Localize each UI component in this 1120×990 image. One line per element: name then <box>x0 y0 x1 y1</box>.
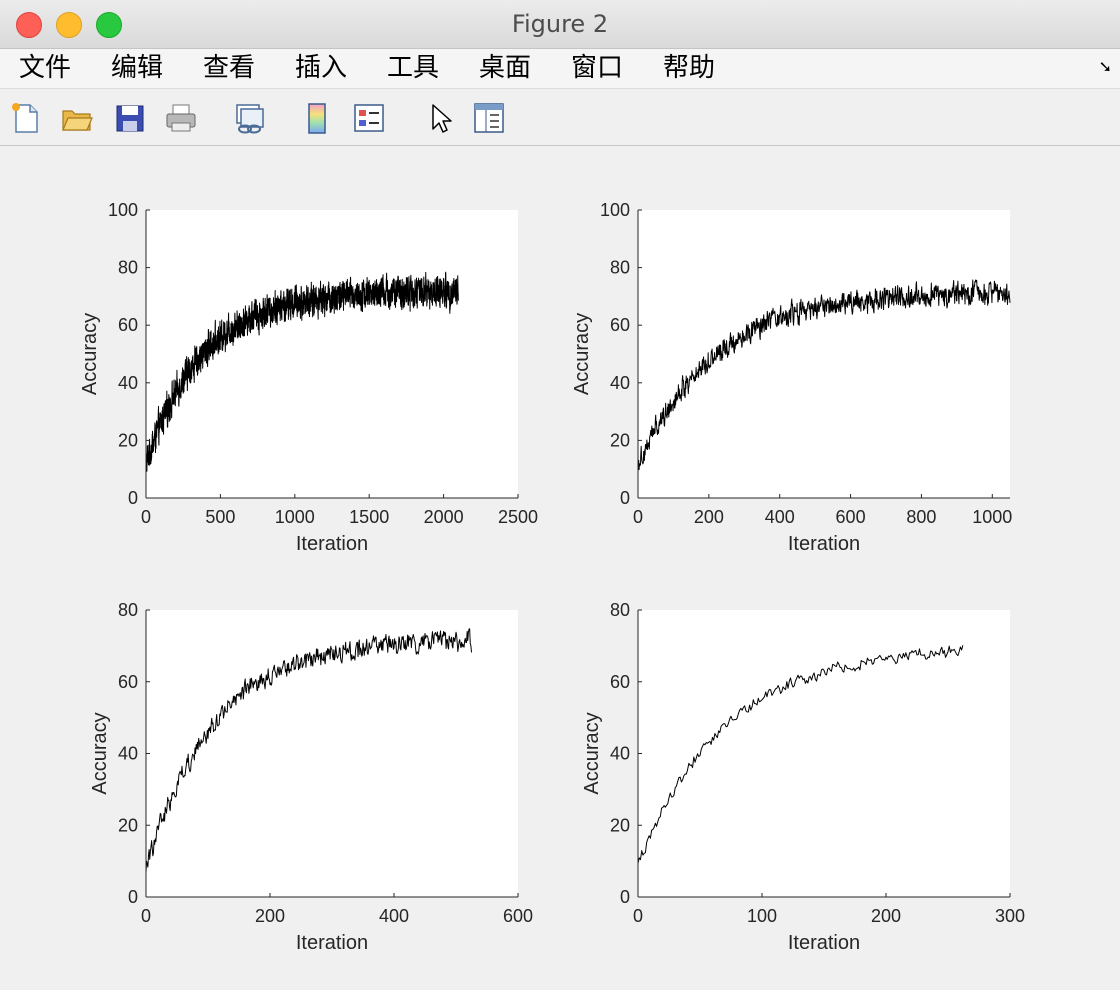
print-icon[interactable] <box>164 101 198 135</box>
x-tick-label: 2000 <box>424 507 464 527</box>
y-tick-label: 60 <box>118 315 138 335</box>
y-tick-label: 100 <box>108 200 138 220</box>
y-tick-label: 40 <box>610 744 630 764</box>
x-tick-label: 200 <box>694 507 724 527</box>
colorbar-icon[interactable] <box>300 101 334 135</box>
plot-area <box>638 610 1010 897</box>
y-tick-label: 40 <box>118 744 138 764</box>
menu-bar: 文件 编辑 查看 插入 工具 桌面 窗口 帮助 ➘ <box>0 49 1120 89</box>
y-tick-label: 60 <box>610 672 630 692</box>
plot-area <box>638 210 1010 498</box>
x-tick-label: 1000 <box>275 507 315 527</box>
legend-icon[interactable] <box>352 101 386 135</box>
x-tick-label: 600 <box>836 507 866 527</box>
x-tick-label: 400 <box>765 507 795 527</box>
x-tick-label: 800 <box>906 507 936 527</box>
accuracy-plot-1[interactable]: 0 500 1000 1500 2000 2500 0 20 40 60 80 100 Iteratio… <box>0 146 560 576</box>
figure-toolbar <box>0 89 1120 146</box>
y-tick-label: 0 <box>620 488 630 508</box>
x-axis-label: Iteration <box>296 533 368 555</box>
y-tick-label: 80 <box>610 258 630 278</box>
menu-insert[interactable]: 插入 <box>295 53 348 83</box>
y-tick-label: 40 <box>610 373 630 393</box>
x-tick-label: 1500 <box>349 507 389 527</box>
x-axis-label: Iteration <box>788 932 860 954</box>
accuracy-plot-4[interactable]: 0 100 200 300 0 20 40 60 80 Iteration Accuracy <box>492 546 1052 986</box>
x-tick-label: 2500 <box>498 507 538 527</box>
x-tick-label: 0 <box>141 507 151 527</box>
close-window-button[interactable] <box>16 12 42 38</box>
dock-arrow-icon[interactable]: ➘ <box>1098 57 1112 76</box>
accuracy-series-line <box>145 628 472 873</box>
y-tick-label: 100 <box>600 200 630 220</box>
property-inspector-icon[interactable] <box>472 101 506 135</box>
accuracy-series-line <box>637 645 964 864</box>
x-tick-label: 300 <box>995 906 1025 926</box>
x-tick-label: 500 <box>205 507 235 527</box>
pointer-icon[interactable] <box>424 101 458 135</box>
y-tick-label: 20 <box>610 430 630 450</box>
y-tick-label: 80 <box>118 258 138 278</box>
x-tick-label: 0 <box>633 906 643 926</box>
open-file-icon[interactable] <box>60 101 94 135</box>
link-figure-icon[interactable] <box>232 101 266 135</box>
menu-edit[interactable]: 编辑 <box>111 53 164 83</box>
x-tick-label: 0 <box>633 507 643 527</box>
menu-desktop[interactable]: 桌面 <box>479 53 532 83</box>
window-titlebar: Figure 2 <box>0 0 1120 49</box>
x-tick-label: 0 <box>141 906 151 926</box>
menu-tools[interactable]: 工具 <box>387 53 440 83</box>
y-tick-label: 20 <box>118 815 138 835</box>
x-tick-label: 200 <box>871 906 901 926</box>
y-tick-label: 20 <box>118 430 138 450</box>
y-tick-label: 0 <box>128 488 138 508</box>
accuracy-series-line <box>637 279 1011 472</box>
y-axis-label: Accuracy <box>89 712 111 794</box>
new-figure-icon[interactable] <box>9 101 43 135</box>
y-axis-label: Accuracy <box>79 313 101 395</box>
zoom-window-button[interactable] <box>96 12 122 38</box>
x-tick-label: 200 <box>255 906 285 926</box>
menu-view[interactable]: 查看 <box>203 53 256 83</box>
accuracy-series-line <box>145 271 459 472</box>
y-tick-label: 20 <box>610 815 630 835</box>
minimize-window-button[interactable] <box>56 12 82 38</box>
x-tick-label: 600 <box>503 906 533 926</box>
x-tick-label: 400 <box>379 906 409 926</box>
save-icon[interactable] <box>113 101 147 135</box>
y-axis-label: Accuracy <box>581 712 603 794</box>
x-tick-label: 1000 <box>972 507 1012 527</box>
menu-window[interactable]: 窗口 <box>571 53 624 83</box>
y-tick-label: 80 <box>610 600 630 620</box>
y-tick-label: 60 <box>118 672 138 692</box>
menu-help[interactable]: 帮助 <box>663 53 716 83</box>
y-tick-label: 0 <box>128 887 138 907</box>
y-tick-label: 0 <box>620 887 630 907</box>
menu-file[interactable]: 文件 <box>19 53 72 83</box>
plot-area <box>146 610 518 897</box>
y-tick-label: 60 <box>610 315 630 335</box>
y-tick-label: 40 <box>118 373 138 393</box>
accuracy-plot-2[interactable]: 0 200 400 600 800 1000 0 20 40 60 80 100 Iteration Ac… <box>492 146 1052 576</box>
figure-canvas: 0 500 1000 1500 2000 2500 0 20 40 60 80 100 Iteratio… <box>0 146 1120 990</box>
y-axis-label: Accuracy <box>571 313 593 395</box>
x-axis-label: Iteration <box>788 533 860 555</box>
y-tick-label: 80 <box>118 600 138 620</box>
x-axis-label: Iteration <box>296 932 368 954</box>
window-title: Figure 2 <box>511 10 609 38</box>
x-tick-label: 100 <box>747 906 777 926</box>
accuracy-plot-3[interactable]: 0 200 400 600 0 20 40 60 80 Iteration Accuracy <box>0 546 560 986</box>
